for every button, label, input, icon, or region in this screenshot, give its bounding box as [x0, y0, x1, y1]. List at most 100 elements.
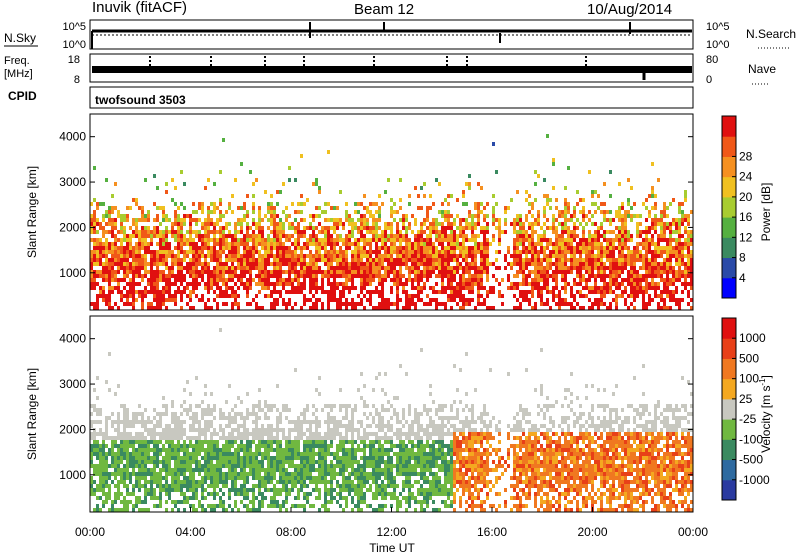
- echo-cell: [303, 242, 306, 246]
- echo-cell: [192, 480, 195, 484]
- echo-cell: [201, 484, 204, 488]
- echo-cell: [243, 504, 246, 508]
- echo-cell: [522, 226, 525, 230]
- echo-cell: [270, 480, 273, 484]
- echo-cell: [183, 290, 186, 294]
- echo-cell: [252, 234, 255, 238]
- echo-cell: [336, 262, 339, 266]
- echo-cell: [543, 194, 546, 198]
- echo-cell: [294, 266, 297, 270]
- echo-cell: [420, 250, 423, 254]
- echo-cell: [267, 436, 270, 440]
- echo-cell: [258, 222, 261, 226]
- echo-cell: [516, 238, 519, 242]
- echo-cell: [93, 254, 96, 258]
- echo-cell: [138, 436, 141, 440]
- echo-cell: [267, 476, 270, 480]
- echo-cell: [432, 262, 435, 266]
- echo-cell: [153, 230, 156, 234]
- echo-cell: [468, 262, 471, 266]
- echo-cell: [264, 432, 267, 436]
- echo-cell: [138, 472, 141, 476]
- echo-cell: [555, 254, 558, 258]
- echo-cell: [531, 238, 534, 242]
- echo-cell: [402, 234, 405, 238]
- echo-cell: [576, 290, 579, 294]
- echo-cell: [342, 258, 345, 262]
- echo-cell: [453, 270, 456, 274]
- echo-cell: [417, 230, 420, 234]
- echo-cell: [141, 484, 144, 488]
- echo-cell: [207, 408, 210, 412]
- echo-cell: [534, 250, 537, 254]
- echo-cell: [651, 226, 654, 230]
- echo-cell: [120, 508, 123, 512]
- echo-cell: [129, 440, 132, 444]
- echo-cell: [552, 186, 555, 190]
- echo-cell: [96, 230, 99, 234]
- echo-cell: [159, 436, 162, 440]
- echo-cell: [174, 416, 177, 420]
- echo-cell: [129, 436, 132, 440]
- echo-cell: [684, 262, 687, 266]
- echo-cell: [192, 250, 195, 254]
- echo-cell: [351, 306, 354, 310]
- echo-cell: [294, 178, 297, 182]
- echo-cell: [222, 436, 225, 440]
- echo-cell: [138, 274, 141, 278]
- echo-cell: [270, 210, 273, 214]
- echo-cell: [582, 294, 585, 298]
- echo-cell: [585, 238, 588, 242]
- echo-cell: [246, 480, 249, 484]
- echo-cell: [252, 242, 255, 246]
- echo-cell: [564, 206, 567, 210]
- echo-cell: [633, 202, 636, 206]
- echo-cell: [363, 306, 366, 310]
- echo-cell: [261, 230, 264, 234]
- echo-cell: [279, 254, 282, 258]
- echo-cell: [465, 222, 468, 226]
- echo-cell: [444, 234, 447, 238]
- echo-cell: [579, 210, 582, 214]
- echo-cell: [462, 202, 465, 206]
- echo-cell: [615, 214, 618, 218]
- echo-cell: [108, 484, 111, 488]
- echo-cell: [429, 238, 432, 242]
- echo-cell: [564, 186, 567, 190]
- echo-cell: [108, 230, 111, 234]
- echo-cell: [591, 266, 594, 270]
- echo-cell: [246, 194, 249, 198]
- echo-cell: [114, 278, 117, 282]
- nsky-tick-bottom: 10^0: [62, 39, 86, 51]
- echo-cell: [339, 270, 342, 274]
- echo-cell: [666, 286, 669, 290]
- echo-cell: [390, 230, 393, 234]
- echo-cell: [252, 440, 255, 444]
- echo-cell: [117, 444, 120, 448]
- echo-cell: [504, 210, 507, 214]
- echo-cell: [159, 278, 162, 282]
- echo-cell: [93, 278, 96, 282]
- echo-cell: [141, 242, 144, 246]
- echo-cell: [105, 420, 108, 424]
- echo-cell: [489, 286, 492, 290]
- echo-cell: [354, 238, 357, 242]
- echo-cell: [114, 420, 117, 424]
- echo-cell: [462, 230, 465, 234]
- echo-cell: [180, 420, 183, 424]
- echo-cell: [141, 440, 144, 444]
- echo-cell: [198, 282, 201, 286]
- echo-cell: [102, 202, 105, 206]
- echo-cell: [372, 238, 375, 242]
- echo-cell: [147, 230, 150, 234]
- echo-cell: [459, 242, 462, 246]
- echo-cell: [201, 298, 204, 302]
- echo-cell: [399, 258, 402, 262]
- echo-cell: [159, 460, 162, 464]
- echo-cell: [135, 420, 138, 424]
- echo-cell: [93, 436, 96, 440]
- echo-cell: [510, 282, 513, 286]
- echo-cell: [315, 234, 318, 238]
- echo-cell: [648, 194, 651, 198]
